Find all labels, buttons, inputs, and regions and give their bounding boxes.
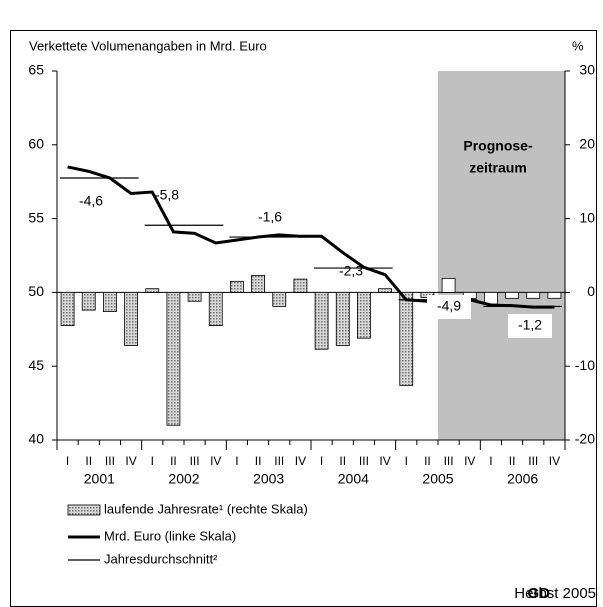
y-tick-label: 65: [28, 62, 44, 78]
x-tick-label: II: [85, 454, 92, 468]
forecast-label: zeitraum: [469, 160, 527, 176]
x-tick-label: I: [320, 454, 323, 468]
y2-tick-label: -20: [575, 431, 595, 447]
bar: [187, 291, 202, 302]
annotation: -4,9: [437, 298, 461, 314]
x-tick-label: IV: [549, 454, 560, 468]
y-tick-label: 60: [28, 136, 44, 152]
forecast-label: Prognose-: [463, 138, 533, 154]
bar: [145, 288, 160, 293]
y2-tick-label: 20: [579, 136, 595, 152]
x-tick-label: IV: [125, 454, 136, 468]
x-tick-label: IV: [379, 454, 390, 468]
year-label: 2005: [422, 471, 453, 487]
bar: [335, 291, 350, 346]
y-tick-label: 45: [28, 357, 44, 373]
annotation: -1,6: [258, 209, 282, 225]
x-tick-label: I: [66, 454, 69, 468]
legend-label: Mrd. Euro (linke Skala): [104, 528, 236, 543]
y2-tick-label: -10: [575, 357, 595, 373]
bar: [399, 291, 414, 386]
x-tick-label: IV: [295, 454, 306, 468]
x-tick-label: II: [255, 454, 262, 468]
y-tick-label: 40: [28, 431, 44, 447]
x-tick-label: III: [274, 454, 284, 468]
bar: [272, 291, 287, 307]
x-tick-label: III: [444, 454, 454, 468]
bar: [378, 288, 392, 293]
x-tick-label: III: [190, 454, 200, 468]
annotation: -5,8: [155, 187, 179, 203]
bar: [441, 277, 456, 293]
x-tick-label: IV: [464, 454, 475, 468]
line: [67, 165, 555, 309]
bar: [526, 291, 541, 299]
x-tick-label: III: [528, 454, 538, 468]
x-tick-label: IV: [210, 454, 221, 468]
annotation: -4,6: [79, 193, 103, 209]
legend-label: laufende Jahresrate¹ (rechte Skala): [104, 501, 308, 516]
y2-tick-label: 10: [579, 209, 595, 225]
y-tick-label: 50: [28, 283, 44, 299]
bar: [230, 280, 244, 293]
bar: [505, 291, 519, 299]
legend-label: Jahresdurchschnitt²: [104, 551, 218, 566]
bar: [208, 291, 223, 327]
bar: [251, 275, 265, 293]
bar: [81, 291, 96, 311]
year-label: 2002: [168, 471, 199, 487]
bar: [103, 291, 117, 312]
year-label: 2001: [84, 471, 115, 487]
bar: [166, 291, 181, 426]
year-label: 2004: [338, 471, 369, 487]
bar: [124, 291, 138, 346]
x-tick-label: II: [509, 454, 516, 468]
chart-title: Verkettete Volumenangaben in Mrd. Euro: [29, 38, 267, 53]
annotation: -2,3: [339, 263, 363, 279]
bar: [357, 291, 371, 339]
x-tick-label: I: [489, 454, 492, 468]
bar: [60, 291, 75, 327]
legend-swatch: [67, 504, 101, 516]
x-tick-label: I: [405, 454, 408, 468]
year-label: 2006: [507, 471, 538, 487]
year-label: 2003: [253, 471, 284, 487]
y-tick-label: 55: [28, 209, 44, 225]
y2-tick-label: 0: [587, 283, 595, 299]
x-tick-label: II: [170, 454, 177, 468]
x-tick-label: III: [105, 454, 115, 468]
y2-tick-label: 30: [579, 62, 595, 78]
annotation-bg: [508, 314, 552, 338]
x-tick-label: II: [339, 454, 346, 468]
bar: [547, 291, 562, 299]
x-tick-label: III: [359, 454, 369, 468]
bar: [293, 278, 308, 293]
annotation: -1,2: [518, 317, 542, 333]
x-tick-label: I: [235, 454, 238, 468]
x-tick-label: I: [151, 454, 154, 468]
source: Herbst 2005: [514, 585, 596, 602]
bar: [314, 291, 329, 350]
source-bold: GD: [528, 585, 551, 602]
y2-axis-label: %: [572, 38, 584, 53]
x-tick-label: II: [424, 454, 431, 468]
forecast-area: [438, 71, 565, 440]
annotation-bg: [427, 295, 471, 319]
